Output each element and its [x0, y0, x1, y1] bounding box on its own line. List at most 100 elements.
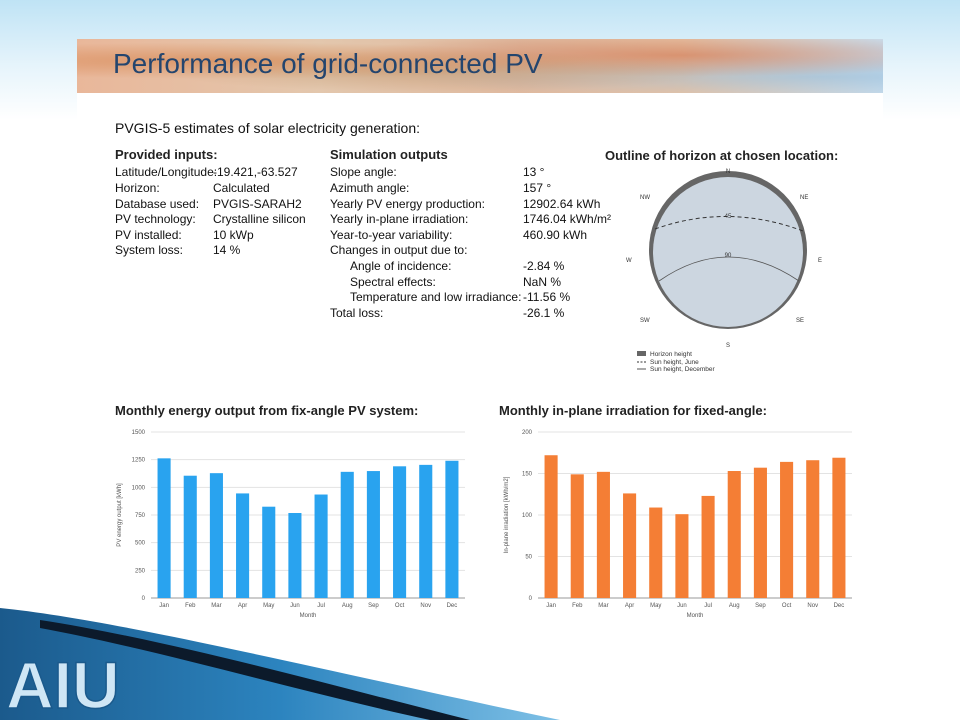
bar-jul [701, 495, 715, 598]
y-tick-label: 0 [142, 596, 146, 602]
y-tick-label: 0 [529, 596, 533, 602]
x-tick-label: Apr [625, 603, 634, 609]
output-value: -2.84 % [523, 259, 565, 273]
bar-jun [288, 513, 302, 598]
input-label: Database used: [115, 197, 200, 211]
legend-horizon-swatch [637, 351, 646, 356]
x-tick-label: Jun [290, 603, 300, 609]
dir-se: SE [796, 318, 804, 324]
y-tick-label: 1000 [132, 485, 146, 491]
x-tick-label: Dec [447, 603, 458, 609]
output-value: 1746.04 kWh/m² [523, 212, 612, 226]
bar-feb [570, 474, 584, 598]
input-value: PVGIS-SARAH2 [213, 197, 302, 211]
bar-nov [806, 460, 820, 598]
output-value: -11.56 % [523, 290, 571, 304]
bar-jun [675, 514, 689, 598]
bar-apr [236, 493, 250, 598]
x-tick-label: Apr [238, 603, 247, 609]
legend-horizon-label: Horizon height [650, 351, 692, 358]
x-tick-label: Mar [598, 603, 608, 609]
dir-n: N [726, 169, 730, 175]
dir-s: S [726, 343, 730, 349]
y-tick-label: 750 [135, 513, 146, 519]
input-value: 14 % [213, 243, 241, 257]
dir-nw: NW [640, 195, 650, 201]
bar-dec [445, 460, 459, 598]
x-tick-label: Jan [546, 603, 556, 609]
bar-nov [419, 464, 433, 598]
ribbon-swoosh-dark [40, 620, 470, 720]
input-label: PV technology: [115, 212, 196, 226]
x-tick-label: Sep [755, 603, 766, 609]
x-tick-label: May [650, 603, 661, 609]
bar-aug [727, 471, 741, 598]
legend-june-label: Sun height, June [650, 359, 699, 366]
output-value: 157 ° [523, 181, 552, 195]
bar-oct [393, 466, 407, 598]
x-tick-label: Oct [395, 603, 405, 609]
bar-sep [366, 471, 380, 598]
bar-jan [157, 458, 171, 598]
output-label: Azimuth angle: [330, 181, 410, 195]
sun-path-june [654, 216, 804, 232]
x-tick-label: Dec [834, 603, 845, 609]
aiu-logo: AIU [6, 648, 120, 720]
y-tick-label: 500 [135, 541, 146, 547]
output-value: NaN % [523, 275, 562, 289]
y-tick-label: 250 [135, 568, 146, 574]
output-label: Year-to-year variability: [330, 228, 453, 242]
title-banner: Performance of grid-connected PV [77, 39, 883, 93]
report-subtitle: PVGIS-5 estimates of solar electricity g… [115, 120, 421, 136]
horizon-diagram: N NE E SE S SW W NW 45 90 Horizon height… [626, 169, 822, 373]
energy-chart-title: Monthly energy output from fix-angle PV … [115, 403, 419, 418]
x-tick-label: Oct [782, 603, 792, 609]
bar-mar [596, 471, 610, 598]
output-value: 460.90 kWh [523, 228, 588, 242]
x-tick-label: May [263, 603, 274, 609]
aiu-ribbon: AIU [0, 608, 560, 720]
y-axis-label: PV energy output [kWh] [117, 483, 123, 547]
x-tick-label: Nov [807, 603, 818, 609]
legend-december-label: Sun height, December [650, 366, 716, 373]
output-label: Spectral effects: [350, 275, 436, 289]
input-value: Crystalline silicon [213, 212, 306, 226]
output-label: Temperature and low irradiance: [350, 290, 522, 304]
x-tick-label: Aug [342, 603, 353, 609]
bar-may [649, 507, 663, 598]
horizon-title: Outline of horizon at chosen location: [605, 148, 839, 163]
bar-may [262, 506, 276, 598]
output-label: Changes in output due to: [330, 243, 468, 257]
x-tick-label: Mar [211, 603, 221, 609]
y-tick-label: 50 [525, 555, 532, 561]
output-value: 12902.64 kWh [523, 197, 601, 211]
input-label: Horizon: [115, 181, 160, 195]
bar-jul [314, 494, 328, 598]
bar-mar [209, 473, 223, 598]
x-tick-label: Jul [317, 603, 325, 609]
bar-apr [623, 493, 637, 598]
y-tick-label: 100 [522, 513, 533, 519]
x-tick-label: Sep [368, 603, 379, 609]
bar-feb [183, 475, 197, 598]
x-tick-label: Aug [729, 603, 740, 609]
y-tick-label: 1250 [132, 458, 146, 464]
y-tick-label: 1500 [132, 430, 146, 436]
dir-w: W [626, 258, 632, 264]
bar-sep [753, 467, 767, 598]
horizon-sky-disk [653, 177, 803, 327]
bar-jan [544, 455, 558, 598]
x-tick-label: Nov [420, 603, 431, 609]
outputs-heading: Simulation outputs [330, 147, 448, 162]
output-label: Angle of incidence: [350, 259, 452, 273]
sun-path-december [658, 256, 800, 282]
x-tick-label: Feb [572, 603, 583, 609]
input-label: Latitude/Longitude: [115, 165, 218, 179]
input-label: System loss: [115, 243, 184, 257]
dir-sw: SW [640, 318, 650, 324]
irradiation-chart-title: Monthly in-plane irradiation for fixed-a… [499, 403, 767, 418]
output-label: Total loss: [330, 306, 384, 320]
dir-e: E [818, 258, 822, 264]
output-label: Yearly in-plane irradiation: [330, 212, 469, 226]
ribbon-swoosh-blue [0, 608, 560, 720]
